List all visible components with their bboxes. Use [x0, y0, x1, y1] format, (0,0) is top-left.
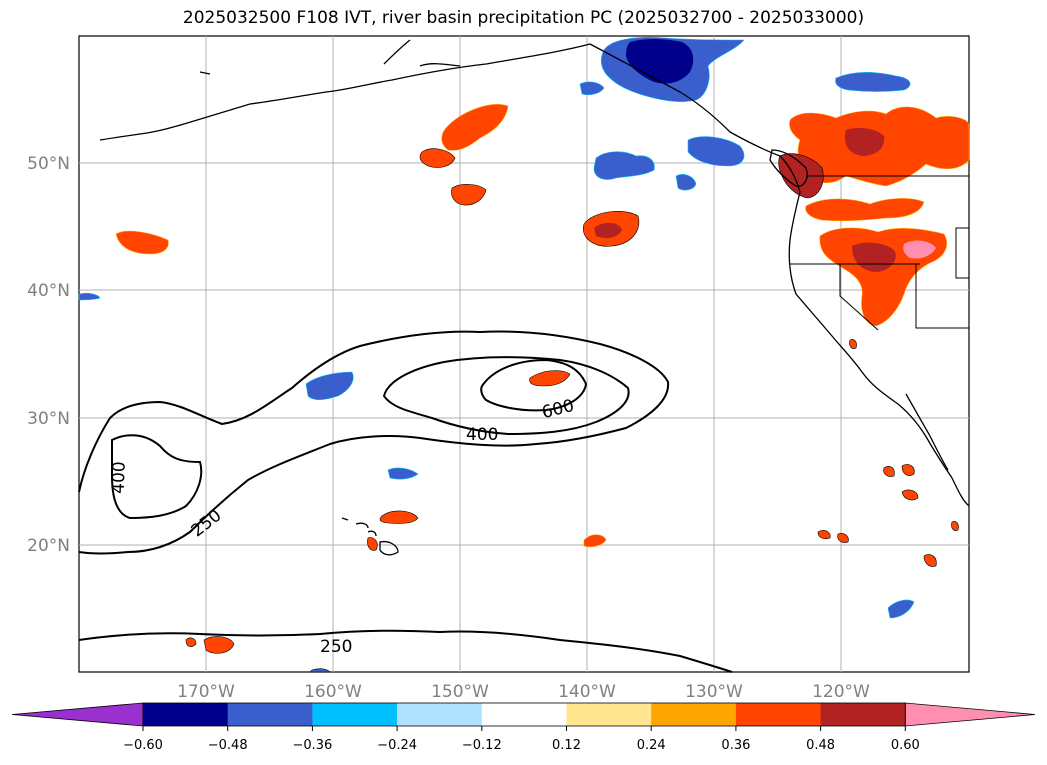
precip-blob [778, 153, 824, 199]
precip-blob [115, 230, 169, 255]
lon-label: 170°W [177, 682, 235, 702]
contour-label: 400 [466, 425, 498, 445]
colorbar-tick-label: 0.60 [891, 738, 920, 753]
colorbar-segment [566, 703, 652, 726]
precip-blob [419, 148, 456, 168]
ivt-contours [78, 330, 733, 673]
colorbar-tick-label: −0.12 [462, 738, 502, 753]
colorbar-tick-label: −0.48 [208, 738, 248, 753]
lon-label: 150°W [431, 682, 489, 702]
precip-blob [309, 668, 331, 673]
precip-blob [305, 371, 354, 401]
colorbar-segment [651, 703, 737, 726]
precip-blob [185, 637, 197, 647]
precip-blob [901, 489, 919, 501]
colorbar-outline [142, 702, 906, 727]
colorbar-tick-label: 0.48 [806, 738, 835, 753]
precip-blob [835, 72, 911, 92]
precip-blob [583, 534, 607, 548]
contour-label: 250 [320, 637, 352, 657]
precip-blob [849, 339, 857, 349]
precip-blob [837, 533, 849, 543]
precip-blob [593, 151, 655, 180]
precip-blob [529, 370, 571, 387]
precip-blob [451, 184, 487, 206]
precip-blob [901, 464, 915, 476]
colorbar-tick-label: −0.36 [292, 738, 332, 753]
precip-blob [379, 510, 419, 524]
precip-blob [441, 104, 509, 151]
colorbar-tick-label: −0.24 [377, 738, 417, 753]
colorbar-segment [820, 703, 906, 726]
lat-label: 20°N [27, 536, 70, 556]
colorbar-tick-label: 0.36 [721, 738, 750, 753]
colorbar-segment [397, 703, 483, 726]
graticule [79, 36, 969, 672]
colorbar-extend-min [11, 702, 144, 727]
precip-blob [887, 599, 915, 619]
colorbar-tick-label: −0.60 [123, 738, 163, 753]
precip-blob [844, 128, 885, 156]
precip-blob [951, 521, 959, 531]
lat-label: 50°N [27, 154, 70, 174]
latitude-labels: 50°N 40°N 30°N 20°N [27, 154, 70, 556]
colorbar-segment [312, 703, 398, 726]
lon-label: 160°W [304, 682, 362, 702]
colorbar-segment [481, 703, 567, 726]
lon-label: 140°W [558, 682, 616, 702]
precip-blob [594, 222, 622, 238]
map-title: 2025032500 F108 IVT, river basin precipi… [182, 8, 865, 28]
coastlines [99, 39, 970, 556]
colorbar-tick-label: 0.24 [637, 738, 666, 753]
precip-blob [203, 636, 235, 654]
precip-blob [675, 174, 697, 191]
positive-precip-areas [115, 104, 970, 654]
contour-label: 400 [109, 461, 130, 494]
colorbar: −0.60 −0.48 −0.36 −0.24 −0.12 0.12 0.24 0.36 0.4… [11, 702, 1036, 753]
colorbar-segment [735, 703, 822, 726]
colorbar-segment [227, 703, 313, 726]
lon-label: 130°W [685, 682, 743, 702]
precip-blob [923, 554, 937, 567]
lon-label: 120°W [812, 682, 870, 702]
colorbar-extend-max [904, 702, 1036, 727]
precip-blob [883, 466, 895, 477]
negative-precip-areas [78, 37, 915, 673]
lat-label: 40°N [27, 281, 70, 301]
precip-blob [817, 530, 831, 540]
precip-blob [367, 537, 378, 551]
precip-blob [852, 242, 896, 272]
lat-label: 30°N [27, 409, 70, 429]
precip-blob [387, 467, 419, 480]
precip-blob [78, 292, 101, 301]
precip-blob [687, 136, 745, 167]
precip-blob [903, 240, 936, 259]
precip-blob [805, 198, 925, 222]
colorbar-tick-label: 0.12 [552, 738, 581, 753]
longitude-labels: 170°W 160°W 150°W 140°W 130°W 120°W [177, 682, 870, 702]
precip-blob [579, 81, 605, 96]
colorbar-segment [143, 703, 229, 726]
